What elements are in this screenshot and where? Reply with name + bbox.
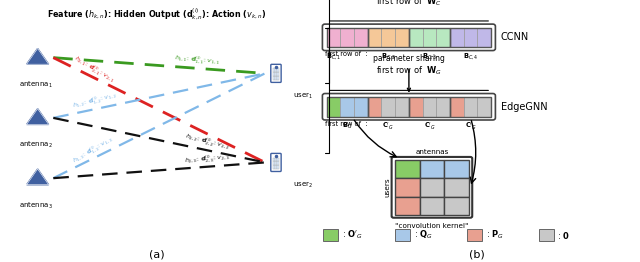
FancyBboxPatch shape [368,28,381,47]
FancyBboxPatch shape [409,28,422,47]
FancyBboxPatch shape [273,76,275,80]
FancyBboxPatch shape [326,28,340,47]
FancyBboxPatch shape [273,72,275,76]
Text: $h_{1,2}$: $\mathbf{d}_{1,2}^{(l)}$: $v_{1,2}$: $h_{1,2}$: $\mathbf{d}_{1,2}^{(l)}$: $v_… [71,90,118,111]
FancyBboxPatch shape [409,97,422,117]
FancyBboxPatch shape [539,229,554,241]
FancyBboxPatch shape [464,97,477,117]
Text: $\mathbf{B}_{C,2}$: $\mathbf{B}_{C,2}$ [381,51,396,61]
FancyBboxPatch shape [271,64,281,82]
Text: $h_{1,3}$: $\mathbf{d}_{1,3}^{(l)}$: $v_{1,3}$: $h_{1,3}$: $\mathbf{d}_{1,3}^{(l)}$: $v_… [70,133,115,166]
FancyBboxPatch shape [273,161,275,165]
FancyBboxPatch shape [354,97,368,117]
Text: $\mathbf{C}'_G$: $\mathbf{C}'_G$ [465,121,477,132]
Text: $h_{2,2}$: $\mathbf{d}_{2,2}^{(l)}$: $v_{2,2}$: $h_{2,2}$: $\mathbf{d}_{2,2}^{(l)}$: $v_… [184,131,230,152]
Polygon shape [27,109,49,124]
Text: $h_{2,3}$: $\mathbf{d}_{2,3}^{(l)}$: $v_{2,3}$: $h_{2,3}$: $\mathbf{d}_{2,3}^{(l)}$: $v_… [184,151,230,166]
FancyBboxPatch shape [422,97,436,117]
FancyBboxPatch shape [381,28,396,47]
FancyBboxPatch shape [275,72,276,76]
FancyBboxPatch shape [273,157,275,161]
FancyBboxPatch shape [275,157,276,161]
Text: antenna$_1$: antenna$_1$ [19,80,53,90]
FancyBboxPatch shape [396,178,420,196]
Text: users: users [384,178,390,197]
Text: $\mathbf{B}_G$: $\mathbf{B}_G$ [342,121,353,131]
FancyBboxPatch shape [368,97,381,117]
Polygon shape [27,169,49,185]
FancyBboxPatch shape [436,28,450,47]
FancyBboxPatch shape [277,165,279,169]
Text: parameter sharing: parameter sharing [373,54,445,91]
FancyBboxPatch shape [271,154,281,171]
FancyBboxPatch shape [275,161,276,165]
Text: first row of  :: first row of : [325,121,367,127]
FancyBboxPatch shape [381,97,396,117]
Text: user$_2$: user$_2$ [293,179,313,190]
Text: EdgeGNN: EdgeGNN [501,102,548,112]
Text: (b): (b) [469,249,484,259]
FancyBboxPatch shape [444,178,468,196]
Text: : $\mathbf{P}_G$: : $\mathbf{P}_G$ [486,229,504,241]
Text: : $\mathbf{0}$: : $\mathbf{0}$ [557,230,570,241]
Text: antennas: antennas [415,149,449,155]
FancyBboxPatch shape [277,76,279,80]
FancyBboxPatch shape [354,28,368,47]
FancyBboxPatch shape [467,229,482,241]
Text: first row of  $\mathbf{W}_C$: first row of $\mathbf{W}_C$ [376,0,442,8]
FancyBboxPatch shape [277,68,279,72]
FancyBboxPatch shape [396,196,420,215]
FancyBboxPatch shape [277,72,279,76]
Text: $\mathbf{B}_{C,3}$: $\mathbf{B}_{C,3}$ [422,51,437,61]
FancyBboxPatch shape [420,196,444,215]
FancyBboxPatch shape [275,76,276,80]
FancyBboxPatch shape [444,160,468,178]
FancyBboxPatch shape [464,28,477,47]
FancyBboxPatch shape [275,68,276,72]
Text: $\mathbf{C}'_G$: $\mathbf{C}'_G$ [424,121,435,132]
Text: user$_1$: user$_1$ [293,90,313,101]
FancyBboxPatch shape [396,160,420,178]
Text: (a): (a) [149,249,164,259]
FancyBboxPatch shape [273,68,275,72]
FancyBboxPatch shape [450,97,464,117]
FancyBboxPatch shape [277,157,279,161]
Polygon shape [27,48,49,64]
Text: antenna$_2$: antenna$_2$ [19,140,53,150]
Text: $\mathbf{B}_{C,4}$: $\mathbf{B}_{C,4}$ [463,51,478,61]
FancyBboxPatch shape [422,28,436,47]
FancyBboxPatch shape [396,28,409,47]
FancyBboxPatch shape [450,28,464,47]
FancyBboxPatch shape [420,178,444,196]
FancyBboxPatch shape [277,161,279,165]
Text: first row of  $\mathbf{W}_G$: first row of $\mathbf{W}_G$ [376,65,442,77]
FancyBboxPatch shape [396,97,409,117]
Text: "convolution kernel": "convolution kernel" [395,223,468,229]
FancyBboxPatch shape [444,196,468,215]
Text: $h_{1,1}$: $\mathbf{d}_{1,1}^{(l)}$: $v_{1,1}$: $h_{1,1}$: $\mathbf{d}_{1,1}^{(l)}$: $v_… [175,52,221,67]
Text: $h_{2,1}$: $\mathbf{d}_{2,1}^{(l)}$: $v_{2,1}$: $h_{2,1}$: $\mathbf{d}_{2,1}^{(l)}$: $v_… [72,52,116,85]
FancyBboxPatch shape [275,165,276,169]
FancyBboxPatch shape [323,229,338,241]
Text: Feature ($h_{k,n}$): Hidden Output ($\mathbf{d}_{k,n}^{(l)}$): Action ($v_{k,n}$: Feature ($h_{k,n}$): Hidden Output ($\ma… [47,7,266,22]
FancyBboxPatch shape [340,28,354,47]
FancyBboxPatch shape [273,165,275,169]
Text: $\mathbf{B}_{C,1}$: $\mathbf{B}_{C,1}$ [326,51,341,61]
FancyBboxPatch shape [477,28,491,47]
Text: : $\mathbf{O}'_G$: : $\mathbf{O}'_G$ [342,229,363,241]
Text: CCNN: CCNN [501,32,529,42]
FancyBboxPatch shape [420,160,444,178]
Text: first row of  :: first row of : [325,51,367,57]
FancyBboxPatch shape [436,97,450,117]
FancyBboxPatch shape [340,97,354,117]
Text: : $\mathbf{Q}_G$: : $\mathbf{Q}_G$ [414,229,433,241]
FancyBboxPatch shape [326,97,340,117]
Text: antenna$_3$: antenna$_3$ [19,200,53,211]
Text: $\mathbf{C}'_G$: $\mathbf{C}'_G$ [383,121,394,132]
FancyBboxPatch shape [396,229,410,241]
FancyBboxPatch shape [477,97,491,117]
